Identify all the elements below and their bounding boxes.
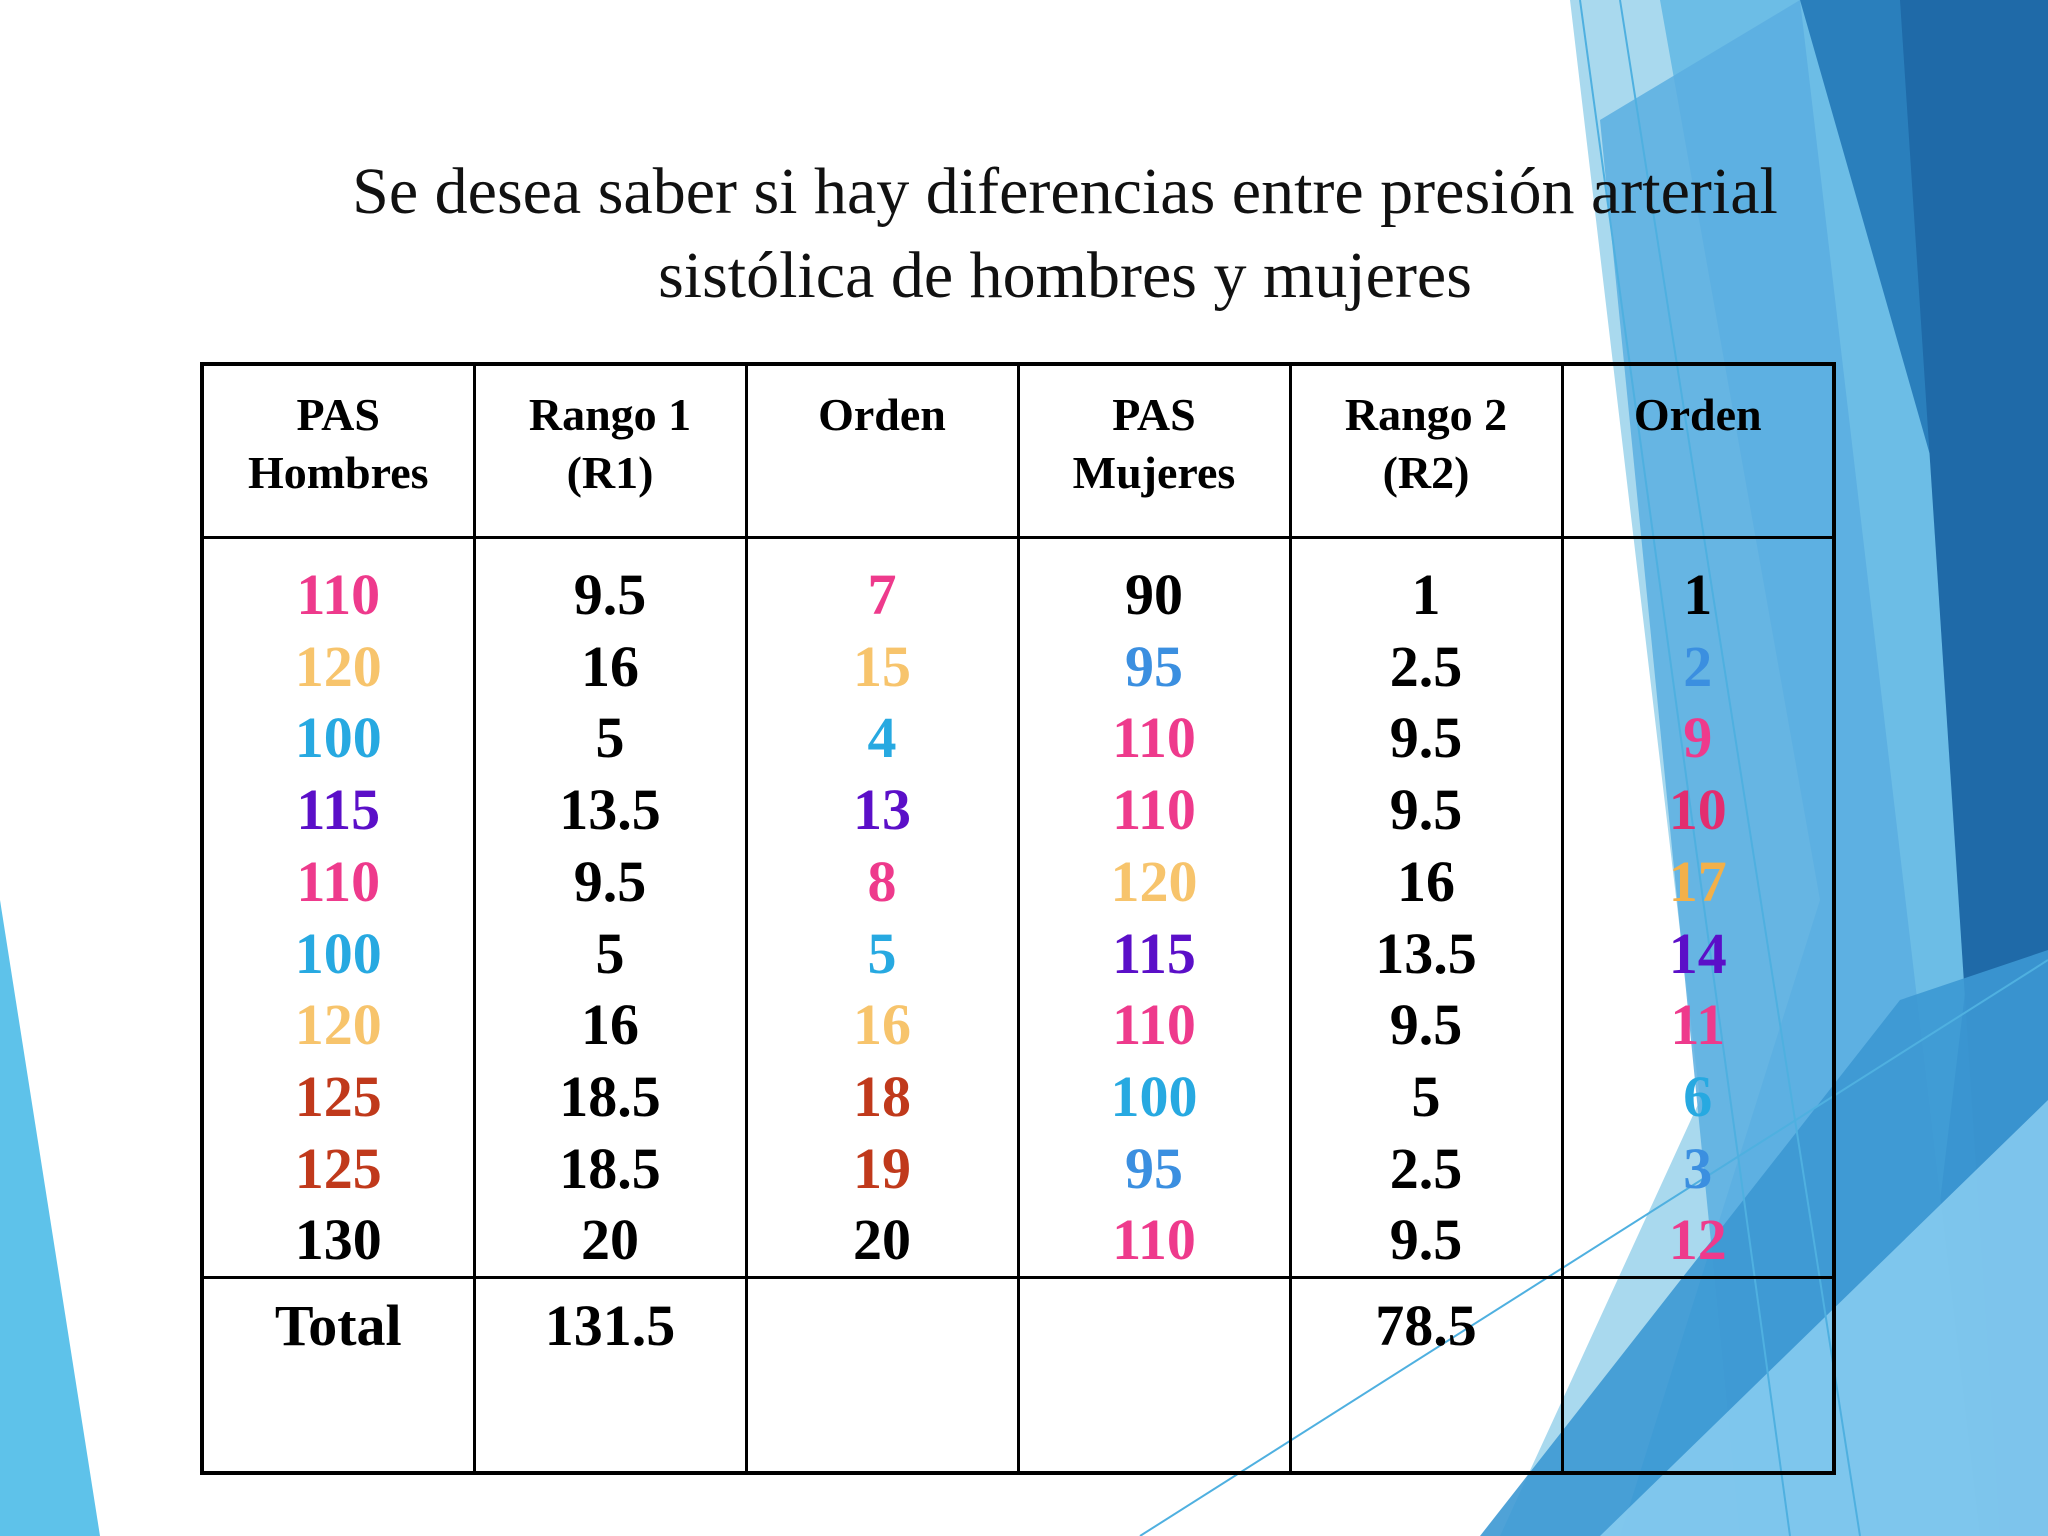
left-accent-shape <box>0 900 100 1536</box>
header-row: PAS Hombres Rango 1 (R1) Orden PAS Mujer… <box>200 362 1836 539</box>
column-rango-2: 1 2.5 9.5 9.5 16 13.5 9.5 5 2.5 9.5 <box>1288 535 1564 1280</box>
header-line: Hombres <box>247 447 429 498</box>
table-cell-value: 130 <box>294 1207 382 1273</box>
header-line: Orden <box>818 389 946 440</box>
total-r1: 131.5 <box>472 1276 748 1475</box>
total-empty-cell <box>1560 1276 1836 1475</box>
table-cell-value: 115 <box>1112 920 1196 986</box>
table-cell-value: 9.5 <box>1389 705 1463 771</box>
table-cell-value: 125 <box>294 1063 382 1129</box>
table-cell-value: 100 <box>1110 1063 1198 1129</box>
table-cell-value: 14 <box>1668 920 1727 986</box>
column-pas-mujeres: 90 95 110 110 120 115 110 100 95 110 <box>1016 535 1292 1280</box>
slide-title: Se desea saber si hay diferencias entre … <box>300 150 1830 318</box>
header-pas-hombres: PAS Hombres <box>200 362 476 539</box>
header-line: Orden <box>1633 389 1762 440</box>
table-cell-value: 9.5 <box>1389 1207 1463 1273</box>
table-cell-value: 8 <box>867 848 897 914</box>
table-cell-value: 2 <box>1683 633 1713 699</box>
table-cell-value: 20 <box>581 1207 639 1273</box>
total-label: Total <box>200 1276 476 1475</box>
table-cell-value: 110 <box>1112 1207 1196 1273</box>
header-line: PAS <box>296 389 381 440</box>
table-cell-value: 17 <box>1668 848 1727 914</box>
table-cell-value: 120 <box>294 992 382 1058</box>
table-cell-value: 16 <box>1397 848 1455 914</box>
table-cell-value: 95 <box>1125 633 1183 699</box>
table-cell-value: 2.5 <box>1389 633 1463 699</box>
table-cell-value: 15 <box>853 633 911 699</box>
table-cell-value: 18.5 <box>559 1063 661 1129</box>
header-line: (R1) <box>566 447 654 498</box>
table-cell-value: 16 <box>581 992 639 1058</box>
table-cell-value: 9.5 <box>573 848 647 914</box>
table-cell-value: 9 <box>1683 705 1713 771</box>
header-line: PAS <box>1112 389 1196 440</box>
table-cell-value: 12 <box>1668 1207 1727 1273</box>
table-cell-value: 6 <box>1683 1063 1713 1129</box>
table-cell-value: 20 <box>853 1207 911 1273</box>
table-cell-value: 9.5 <box>1389 992 1463 1058</box>
title-line-2: sistólica de hombres y mujeres <box>658 239 1472 312</box>
table-cell-value: 125 <box>294 1135 382 1201</box>
table-cell-value: 1 <box>1411 562 1441 627</box>
header-line: (R2) <box>1382 447 1470 498</box>
table-cell-value: 19 <box>853 1135 911 1201</box>
table-cell-value: 100 <box>294 705 382 771</box>
table-cell-value: 110 <box>1112 992 1196 1058</box>
table-cell-value: 5 <box>595 920 625 986</box>
table-cell-value: 95 <box>1125 1135 1183 1201</box>
table-cell-value: 13 <box>853 777 911 843</box>
total-row: Total 131.5 78.5 <box>200 1276 1836 1475</box>
table-cell-value: 11 <box>1670 992 1726 1058</box>
table-cell-value: 110 <box>296 562 381 627</box>
column-pas-hombres: 110 120 100 115 110 100 120 125 125 130 <box>200 535 476 1280</box>
title-line-1: Se desea saber si hay diferencias entre … <box>352 155 1778 228</box>
data-row: 110 120 100 115 110 100 120 125 125 130 9.5 16 5 13.… <box>200 535 1836 1280</box>
table-cell-value: 9.5 <box>1389 777 1463 843</box>
total-r2: 78.5 <box>1288 1276 1564 1475</box>
table-cell-value: 3 <box>1683 1135 1713 1201</box>
table-cell-value: 120 <box>1110 848 1198 914</box>
table-cell-value: 110 <box>296 848 381 914</box>
table-cell-value: 115 <box>296 777 381 843</box>
table-cell-value: 5 <box>1411 1063 1441 1129</box>
header-orden-2: Orden <box>1560 362 1836 539</box>
table-cell-value: 5 <box>595 705 625 771</box>
table-cell-value: 1 <box>1683 562 1713 627</box>
table-cell-value: 18.5 <box>559 1135 661 1201</box>
table-cell-value: 13.5 <box>559 777 661 843</box>
table-cell-value: 110 <box>1112 777 1196 843</box>
header-pas-mujeres: PAS Mujeres <box>1016 362 1292 539</box>
table-cell-value: 16 <box>853 992 911 1058</box>
table-cell-value: 2.5 <box>1389 1135 1463 1201</box>
table-cell-value: 7 <box>867 562 897 627</box>
table-cell-value: 120 <box>294 633 382 699</box>
table-cell-value: 13.5 <box>1375 920 1477 986</box>
table-cell-value: 16 <box>581 633 639 699</box>
column-orden-1: 7 15 4 13 8 5 16 18 19 20 <box>744 535 1020 1280</box>
data-table: PAS Hombres Rango 1 (R1) Orden PAS Mujer… <box>200 362 1836 1476</box>
header-rango-1: Rango 1 (R1) <box>472 362 748 539</box>
column-rango-1: 9.5 16 5 13.5 9.5 5 16 18.5 18.5 20 <box>472 535 748 1280</box>
table-cell-value: 4 <box>867 705 897 771</box>
table-cell-value: 5 <box>867 920 897 986</box>
table-cell-value: 18 <box>853 1063 911 1129</box>
header-orden-1: Orden <box>744 362 1020 539</box>
table-cell-value: 90 <box>1125 562 1183 627</box>
header-line: Rango 2 <box>1344 389 1508 440</box>
total-empty-cell <box>744 1276 1020 1475</box>
table-cell-value: 10 <box>1668 777 1727 843</box>
header-rango-2: Rango 2 (R2) <box>1288 362 1564 539</box>
table-cell-value: 110 <box>1112 705 1196 771</box>
table-cell-value: 100 <box>294 920 382 986</box>
table-cell-value: 9.5 <box>573 562 647 627</box>
column-orden-2: 1 2 9 10 17 14 11 6 3 12 <box>1560 535 1836 1280</box>
header-line: Mujeres <box>1072 447 1236 498</box>
header-line: Rango 1 <box>528 389 692 440</box>
table-container: PAS Hombres Rango 1 (R1) Orden PAS Mujer… <box>200 362 1836 1476</box>
total-empty-cell <box>1016 1276 1292 1475</box>
